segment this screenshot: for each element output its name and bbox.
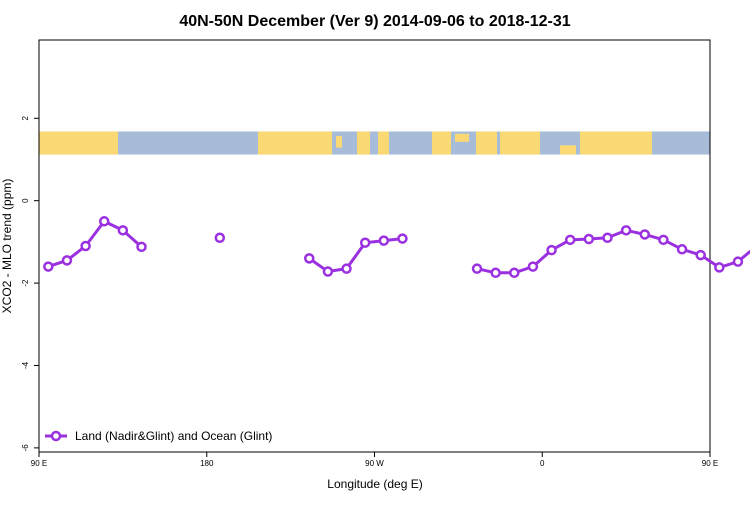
map-land bbox=[432, 131, 451, 155]
map-land bbox=[336, 136, 342, 148]
series-line bbox=[308, 237, 403, 274]
map-land bbox=[258, 131, 332, 155]
world-map-strip bbox=[39, 131, 710, 155]
data-point bbox=[341, 263, 352, 274]
x-axis-label: Longitude (deg E) bbox=[327, 477, 422, 491]
data-point bbox=[583, 233, 595, 245]
y-tick-label: -2 bbox=[21, 279, 30, 287]
map-land bbox=[82, 144, 92, 155]
data-point bbox=[564, 234, 576, 246]
data-point bbox=[695, 249, 706, 261]
y-axis: 2 0 -2 -4 -6 bbox=[21, 116, 39, 452]
data-point bbox=[136, 241, 147, 253]
y-tick-label: 2 bbox=[21, 116, 30, 121]
chart-title: 40N-50N December (Ver 9) 2014-09-06 to 2… bbox=[179, 13, 570, 30]
x-axis: 90 E 180 90 W 0 90 E bbox=[31, 452, 718, 468]
legend-marker bbox=[50, 430, 62, 442]
data-point bbox=[359, 237, 371, 248]
data-point bbox=[620, 225, 632, 236]
data-point bbox=[214, 232, 226, 244]
data-point bbox=[61, 255, 73, 266]
data-point bbox=[658, 234, 669, 246]
data-point bbox=[676, 244, 688, 255]
data-point bbox=[397, 233, 408, 244]
map-land bbox=[357, 131, 370, 155]
series-line bbox=[476, 228, 750, 275]
map-ocean bbox=[39, 131, 710, 155]
legend: Land (Nadir&Glint) and Ocean (Glint) bbox=[45, 429, 272, 443]
data-point bbox=[732, 256, 744, 267]
y-tick-label: -4 bbox=[21, 361, 30, 369]
data-point bbox=[98, 216, 110, 227]
x-tick-label: 90 E bbox=[702, 459, 718, 468]
x-tick-label: 90 E bbox=[31, 459, 47, 468]
data-point bbox=[304, 253, 315, 264]
map-land bbox=[39, 131, 118, 155]
x-tick-label: 0 bbox=[540, 459, 545, 468]
data-point bbox=[602, 232, 613, 244]
data-point bbox=[117, 225, 129, 236]
data-point bbox=[546, 244, 557, 256]
data-point bbox=[490, 267, 501, 279]
data-point bbox=[714, 262, 725, 273]
data-point bbox=[322, 266, 334, 277]
map-land bbox=[378, 131, 389, 155]
map-land bbox=[500, 131, 540, 155]
data-point bbox=[471, 263, 483, 274]
data-point bbox=[378, 235, 390, 246]
data-point bbox=[639, 229, 651, 240]
x-tick-label: 90 W bbox=[365, 459, 384, 468]
data-point bbox=[80, 240, 91, 252]
map-land bbox=[630, 139, 642, 152]
y-tick-label: -6 bbox=[21, 444, 30, 452]
data-point bbox=[43, 261, 54, 272]
x-tick-label: 180 bbox=[200, 459, 214, 468]
y-axis-label: XCO2 - MLO trend (ppm) bbox=[0, 179, 14, 314]
series-layer bbox=[43, 216, 750, 279]
map-land bbox=[560, 145, 576, 155]
map-land bbox=[476, 131, 497, 155]
y-tick-label: 0 bbox=[21, 198, 30, 203]
data-point bbox=[509, 267, 520, 279]
map-land bbox=[455, 133, 469, 142]
data-point bbox=[527, 261, 539, 272]
legend-label: Land (Nadir&Glint) and Ocean (Glint) bbox=[75, 429, 272, 443]
